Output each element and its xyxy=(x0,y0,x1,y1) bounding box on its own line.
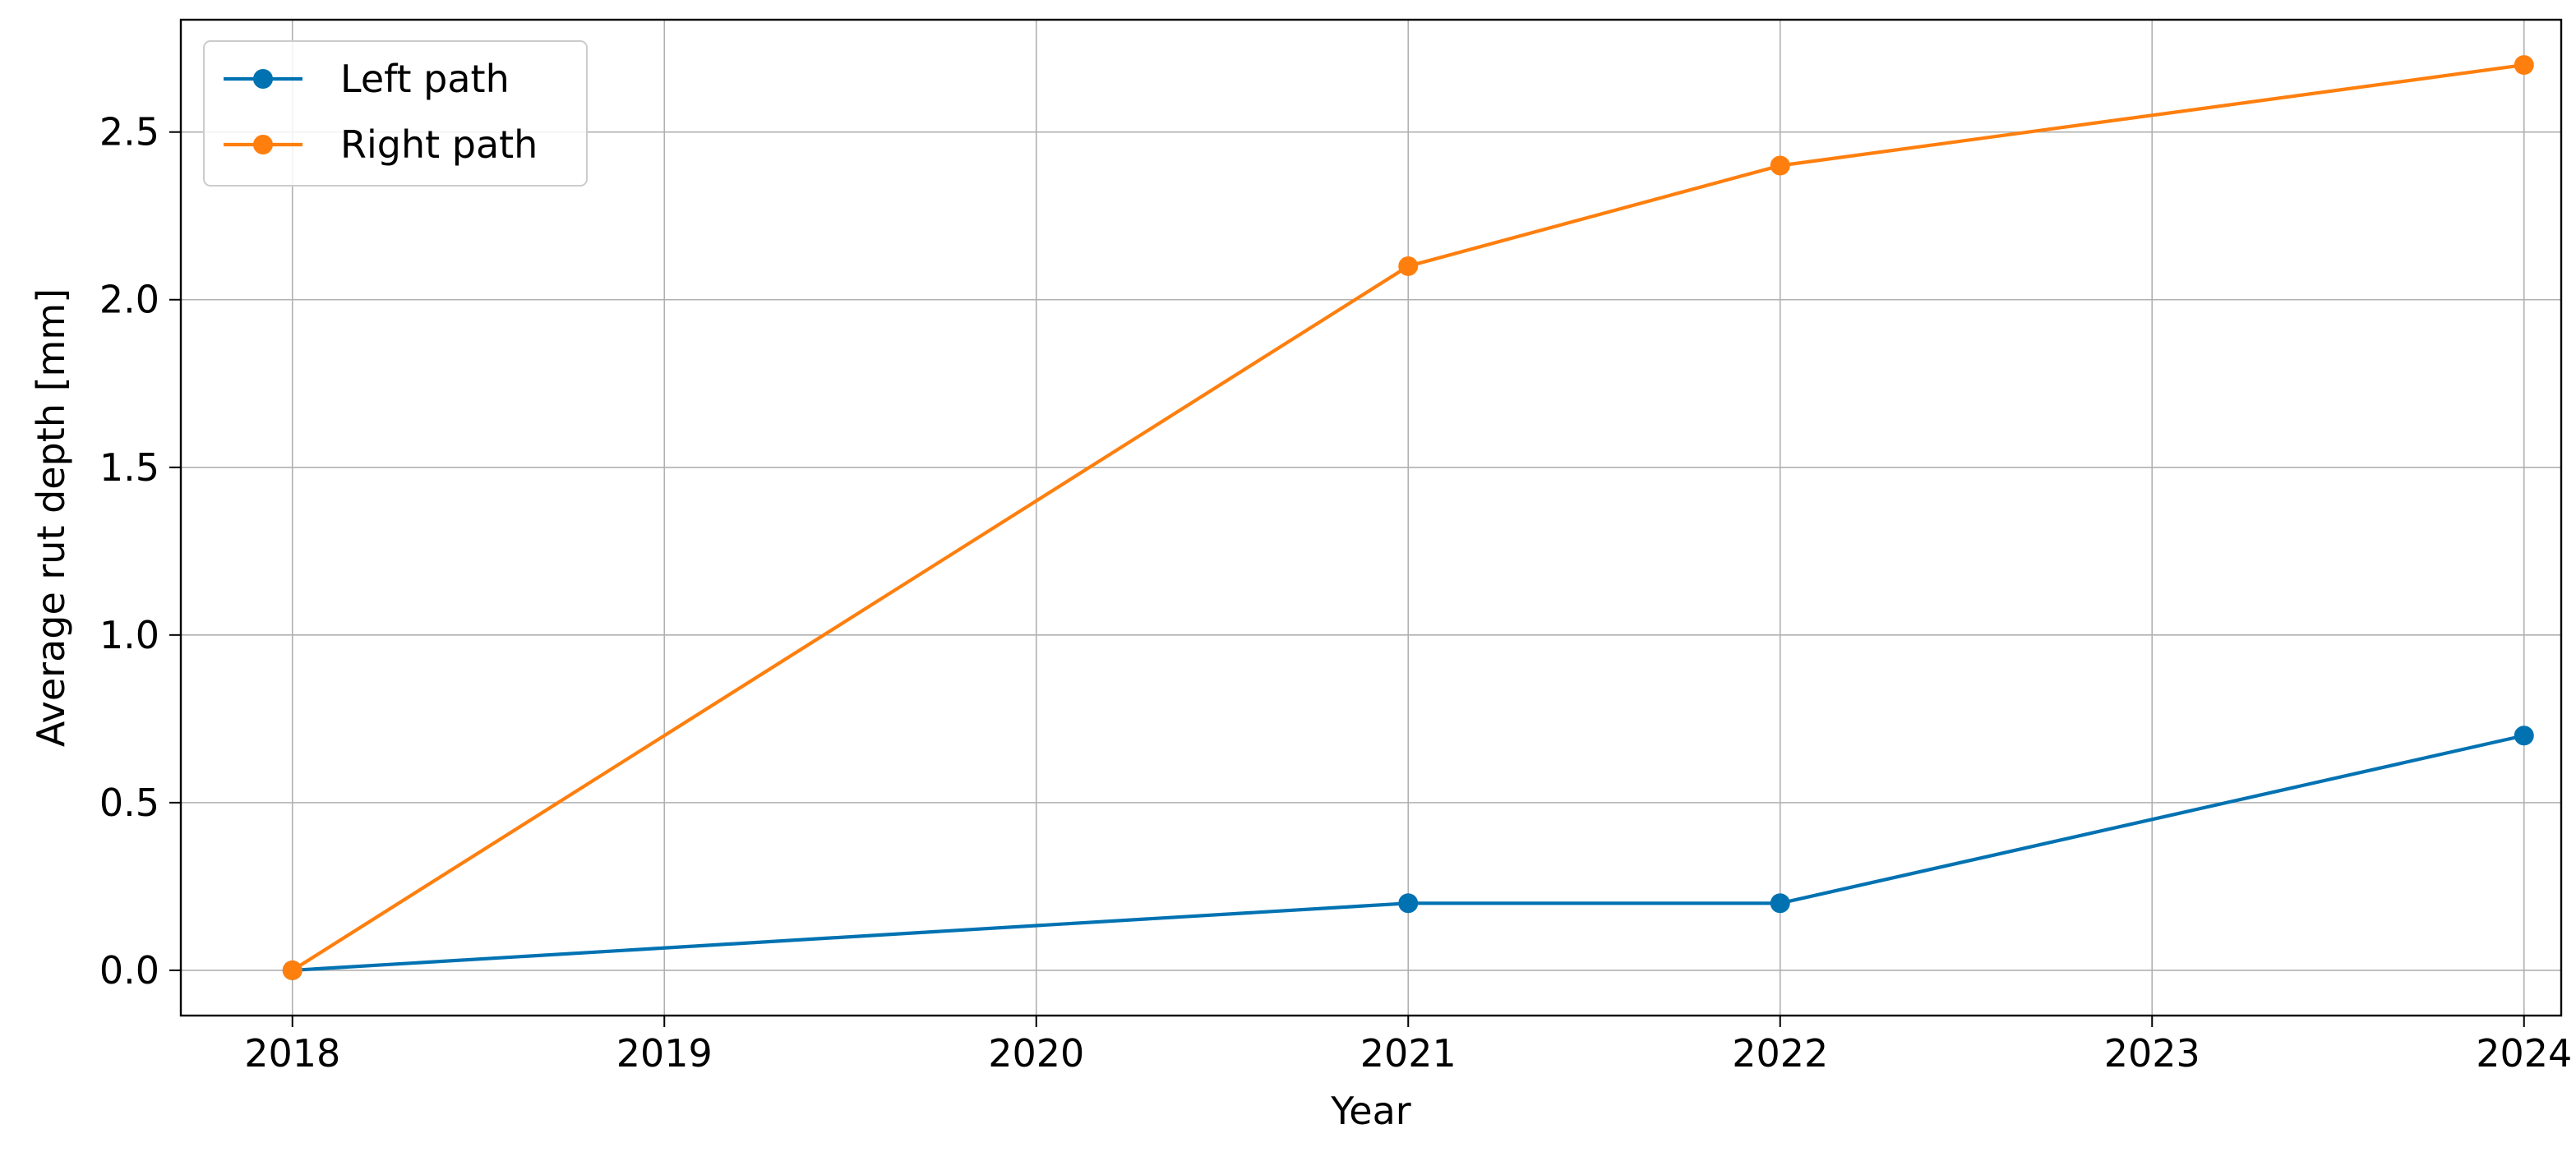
y-tick-label: 2.0 xyxy=(99,278,159,322)
data-point xyxy=(2514,55,2534,76)
x-tick-label: 2018 xyxy=(244,1031,340,1076)
data-point xyxy=(1398,893,1419,914)
data-point xyxy=(2514,726,2534,746)
y-axis-label: Average rut depth [mm] xyxy=(29,288,73,747)
y-tick-label: 0.0 xyxy=(99,948,159,993)
y-tick-label: 0.5 xyxy=(99,781,159,825)
y-tick-label: 1.0 xyxy=(99,613,159,657)
legend-marker xyxy=(253,135,273,154)
data-point xyxy=(1770,893,1790,914)
data-point xyxy=(1398,256,1419,276)
plot-frame xyxy=(179,18,2563,1017)
legend-marker xyxy=(253,69,273,89)
y-tick-label: 2.5 xyxy=(99,110,159,154)
x-tick-label: 2023 xyxy=(2104,1031,2200,1076)
data-point xyxy=(1770,155,1790,176)
x-tick-label: 2020 xyxy=(988,1031,1084,1076)
x-tick-label: 2021 xyxy=(1360,1031,1457,1076)
series-lines xyxy=(282,55,2534,980)
legend: Left path Right path xyxy=(203,40,588,187)
x-axis-label: Year xyxy=(1330,1089,1410,1133)
x-tick-label: 2019 xyxy=(616,1031,713,1076)
series-line-1 xyxy=(292,734,2525,973)
x-tick-label: 2024 xyxy=(2476,1031,2572,1076)
y-tick-label: 1.5 xyxy=(99,445,159,490)
grid-lines xyxy=(181,20,2561,1016)
x-tick-label: 2022 xyxy=(1732,1031,1828,1076)
legend-label: Left path xyxy=(340,57,510,101)
legend-label: Right path xyxy=(340,122,538,167)
axis-ticks: 2018 2019 2020 2021 2022 2023 2024 0.0 0.5 1.0 1.5… xyxy=(99,110,2572,1076)
data-point xyxy=(282,960,302,980)
series-line-2 xyxy=(291,63,2525,972)
